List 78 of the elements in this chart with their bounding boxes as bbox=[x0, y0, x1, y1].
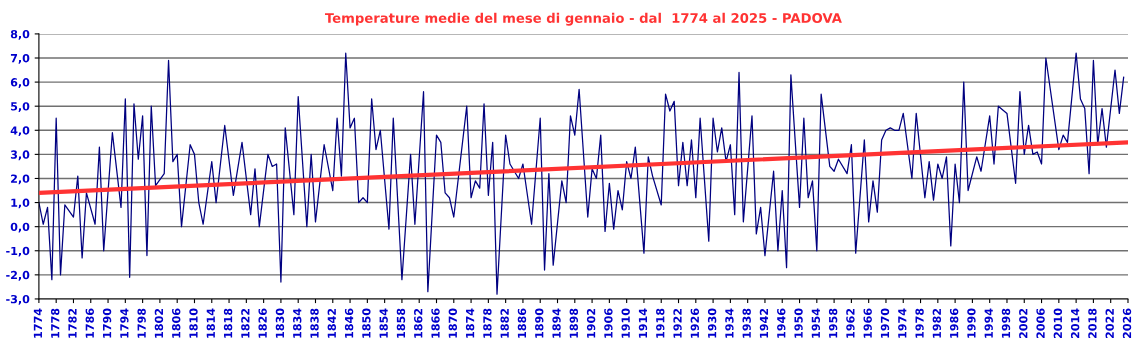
x-tick-label: 1814 bbox=[206, 308, 215, 338]
x-tick-label: 1842 bbox=[327, 308, 336, 338]
x-tick-label: 1914 bbox=[638, 308, 648, 338]
x-tick-label: 1834 bbox=[293, 308, 302, 338]
x-tick-label: 1886 bbox=[517, 308, 527, 338]
x-tick-label: 2010 bbox=[1053, 308, 1063, 339]
x-tick-label: 1934 bbox=[725, 308, 734, 338]
x-tick-label: 1786 bbox=[85, 308, 94, 338]
x-tick-label: 1838 bbox=[310, 308, 319, 338]
x-tick-label: 1986 bbox=[949, 308, 959, 338]
x-tick-label: 2026 bbox=[1122, 308, 1132, 339]
x-tick-label: 1874 bbox=[465, 308, 475, 338]
x-tick-label: 1782 bbox=[68, 308, 77, 338]
x-tick-label: 1998 bbox=[1001, 308, 1011, 338]
x-tick-label: 1898 bbox=[569, 308, 579, 338]
y-tick-label: 2,0 bbox=[11, 174, 30, 185]
x-tick-label: 1810 bbox=[189, 308, 198, 338]
y-tick-label: 0,0 bbox=[10, 222, 30, 233]
x-tick-label: 1830 bbox=[275, 308, 285, 338]
x-tick-label: 1906 bbox=[604, 308, 613, 338]
x-tick-label: 1818 bbox=[223, 308, 233, 338]
x-tick-label: 1870 bbox=[448, 308, 458, 338]
x-tick-label: 1878 bbox=[483, 308, 492, 338]
x-tick-label: 1882 bbox=[500, 308, 509, 338]
y-tick-label: 5,0 bbox=[11, 102, 30, 112]
x-tick-label: 1918 bbox=[656, 308, 665, 338]
x-tick-label: 2014 bbox=[1070, 308, 1080, 339]
x-tick-label: 2002 bbox=[1019, 308, 1028, 339]
x-tick-label: 1910 bbox=[621, 308, 630, 338]
x-tick-label: 1922 bbox=[673, 308, 682, 338]
y-tick-label: 3,0 bbox=[10, 150, 30, 161]
x-tick-label: 1850 bbox=[362, 308, 371, 338]
x-tick-label: 1854 bbox=[379, 308, 388, 338]
x-tick-label: 1946 bbox=[777, 308, 786, 338]
x-tick-label: 1802 bbox=[154, 308, 164, 338]
line-series bbox=[38, 52, 1125, 295]
y-tick-label: 7,0 bbox=[10, 53, 30, 64]
x-tick-label: 2006 bbox=[1036, 308, 1045, 339]
x-tick-label: 1954 bbox=[811, 308, 821, 338]
x-tick-label: 1962 bbox=[846, 308, 855, 338]
x-tick-label: 1794 bbox=[120, 308, 129, 338]
x-tick-label: 1926 bbox=[690, 308, 700, 338]
x-tick-label: 1806 bbox=[172, 308, 181, 338]
y-tick-label: 1,0 bbox=[11, 198, 30, 209]
x-tick-label: 1958 bbox=[828, 308, 838, 338]
x-tick-label: 1858 bbox=[396, 308, 406, 338]
x-tick-label: 1790 bbox=[102, 308, 112, 338]
x-tick-label: 1982 bbox=[932, 308, 942, 338]
x-tick-label: 1798 bbox=[137, 308, 146, 338]
x-tick-label: 1774 bbox=[33, 308, 42, 338]
y-tick-label: 8,0 bbox=[10, 29, 30, 40]
x-tick-label: 1894 bbox=[552, 308, 561, 338]
x-tick-label: 1974 bbox=[898, 308, 907, 338]
x-tick-label: 1994 bbox=[984, 308, 993, 338]
x-tick-label: 1890 bbox=[535, 308, 544, 338]
x-tick-label: 2018 bbox=[1088, 308, 1097, 339]
x-tick-label: 1938 bbox=[742, 308, 751, 338]
x-tick-label: 1826 bbox=[258, 308, 267, 338]
x-tick-label: 1966 bbox=[863, 308, 872, 338]
x-tick-label: 1822 bbox=[241, 308, 250, 338]
x-tick-label: 1778 bbox=[51, 308, 60, 338]
x-tick-label: 1866 bbox=[431, 308, 440, 338]
x-tick-label: 1950 bbox=[794, 308, 803, 338]
x-tick-label: 1970 bbox=[880, 308, 890, 338]
x-tick-label: 1846 bbox=[344, 308, 354, 338]
y-tick-label: -2,0 bbox=[6, 270, 30, 281]
x-tick-label: 1862 bbox=[414, 308, 423, 338]
x-tick-label: 1902 bbox=[586, 308, 596, 338]
chart-title: Temperature medie del mese di gennaio - dal 1774 al 2025 - PADOVA bbox=[324, 12, 842, 26]
x-tick-label: 2022 bbox=[1105, 308, 1114, 339]
y-tick-label: -1,0 bbox=[6, 246, 30, 257]
y-tick-label: 4,0 bbox=[10, 126, 30, 137]
y-tick-label: -3,0 bbox=[6, 294, 30, 305]
x-tick-label: 1930 bbox=[707, 308, 717, 338]
x-tick-label: 1978 bbox=[915, 308, 924, 338]
x-tick-label: 1942 bbox=[759, 308, 769, 338]
x-tick-label: 1990 bbox=[967, 308, 976, 338]
y-tick-label: 6,0 bbox=[10, 78, 30, 88]
